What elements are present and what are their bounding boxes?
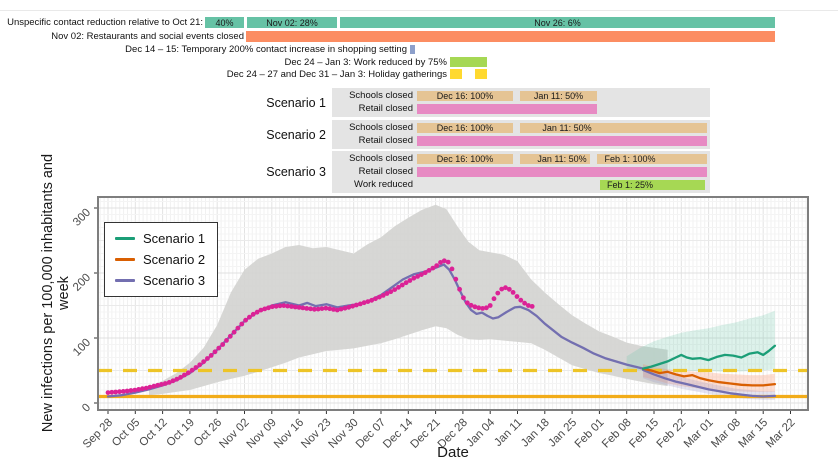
scenario-bar-retail bbox=[417, 167, 707, 177]
timeline-row-label: Dec 14 – 15: Temporary 200% contact incr… bbox=[125, 44, 407, 55]
timeline-row-label: Unspecific contact reduction relative to… bbox=[7, 17, 203, 28]
timeline-bar bbox=[246, 31, 775, 42]
scenario-row-label: Retail closed bbox=[358, 103, 413, 114]
y-tick-label: 300 bbox=[71, 207, 93, 229]
y-axis-title: New infections per 100,000 inhabitants a… bbox=[40, 153, 72, 433]
x-tick-label: Mar 01 bbox=[682, 417, 716, 451]
x-tick-label: Sep 28 bbox=[81, 417, 115, 451]
timeline-bar bbox=[410, 45, 415, 54]
legend-item: Scenario 1 bbox=[115, 231, 205, 246]
scenario-bar-schools: Jan 11: 50% bbox=[520, 123, 707, 133]
legend-line-swatch bbox=[115, 279, 135, 282]
x-tick-label: Feb 22 bbox=[655, 417, 689, 451]
scenario-bar-schools: Feb 1: 100% bbox=[597, 154, 707, 164]
scenario-bar-schools: Dec 16: 100% bbox=[417, 91, 513, 101]
scenario-bar-work: Feb 1: 25% bbox=[600, 180, 705, 190]
scenario2-line bbox=[641, 367, 777, 387]
legend-label: Scenario 3 bbox=[143, 273, 206, 288]
legend: Scenario 1 Scenario 2 Scenario 3 bbox=[104, 222, 219, 297]
scenario-bar-retail bbox=[417, 136, 707, 146]
x-tick-label: Feb 08 bbox=[600, 417, 634, 451]
scenario-row-label: Schools closed bbox=[349, 153, 413, 164]
scenario3-line bbox=[641, 368, 777, 398]
y-tick-label: 200 bbox=[71, 272, 93, 294]
scenario-bar-retail bbox=[417, 104, 597, 114]
timeline-row-label: Nov 02: Restaurants and social events cl… bbox=[51, 31, 244, 42]
legend-item: Scenario 2 bbox=[115, 252, 205, 267]
x-tick-label: Oct 19 bbox=[165, 417, 197, 449]
scenario3-band bbox=[643, 365, 775, 400]
timeline-bar bbox=[450, 69, 462, 79]
scenario1-line bbox=[641, 344, 777, 370]
timeline-bar: Nov 02: 28% bbox=[247, 17, 337, 28]
scenario-name: Scenario 3 bbox=[266, 165, 326, 179]
x-tick-label: Oct 12 bbox=[137, 417, 169, 449]
scenario-row-label: Work reduced bbox=[354, 179, 413, 190]
scenario-bar-schools: Dec 16: 100% bbox=[417, 154, 513, 164]
scenario-bar-schools: Dec 16: 100% bbox=[417, 123, 513, 133]
top-divider bbox=[0, 10, 838, 11]
scenario-row-label: Schools closed bbox=[349, 90, 413, 101]
timeline-bar: 40% bbox=[205, 17, 244, 28]
legend-item: Scenario 3 bbox=[115, 273, 205, 288]
y-tick-label: 100 bbox=[71, 337, 93, 359]
timeline-row-label: Dec 24 – 27 and Dec 31 – Jan 3: Holiday … bbox=[226, 68, 447, 80]
timeline-row-label: Dec 24 – Jan 3: Work reduced by 75% bbox=[284, 56, 447, 68]
x-tick-label: Feb 15 bbox=[627, 417, 661, 451]
scenario-bar-schools: Jan 11: 50% bbox=[520, 154, 590, 164]
x-tick-label: Nov 16 bbox=[272, 417, 306, 451]
scenario-row-label: Retail closed bbox=[358, 135, 413, 146]
legend-label: Scenario 2 bbox=[143, 252, 206, 267]
scenario-bar-schools: Jan 11: 50% bbox=[520, 91, 597, 101]
scenario-name: Scenario 2 bbox=[266, 127, 326, 142]
x-axis-title: Date bbox=[437, 444, 469, 461]
x-tick-label: Mar 22 bbox=[764, 417, 798, 451]
timeline-bar bbox=[475, 69, 487, 79]
panel-border bbox=[97, 196, 809, 411]
scenario-row-label: Schools closed bbox=[349, 122, 413, 133]
x-tick-label: Nov 09 bbox=[245, 417, 279, 451]
observed-points bbox=[105, 258, 535, 395]
timeline-bar bbox=[450, 57, 487, 67]
x-tick-label: Mar 08 bbox=[709, 417, 743, 451]
timeline-bar: Nov 26: 6% bbox=[340, 17, 775, 28]
uncertainty-band bbox=[148, 204, 668, 396]
scenario-row-label: Retail closed bbox=[358, 166, 413, 177]
scenario-name: Scenario 1 bbox=[266, 95, 326, 110]
legend-line-swatch bbox=[115, 237, 135, 240]
x-tick-label: Mar 15 bbox=[737, 417, 771, 451]
x-tick-label: Nov 02 bbox=[217, 417, 251, 451]
legend-label: Scenario 1 bbox=[143, 231, 206, 246]
y-tick-label: 0 bbox=[80, 402, 93, 415]
legend-line-swatch bbox=[115, 258, 135, 261]
x-tick-label: Oct 05 bbox=[110, 417, 142, 449]
